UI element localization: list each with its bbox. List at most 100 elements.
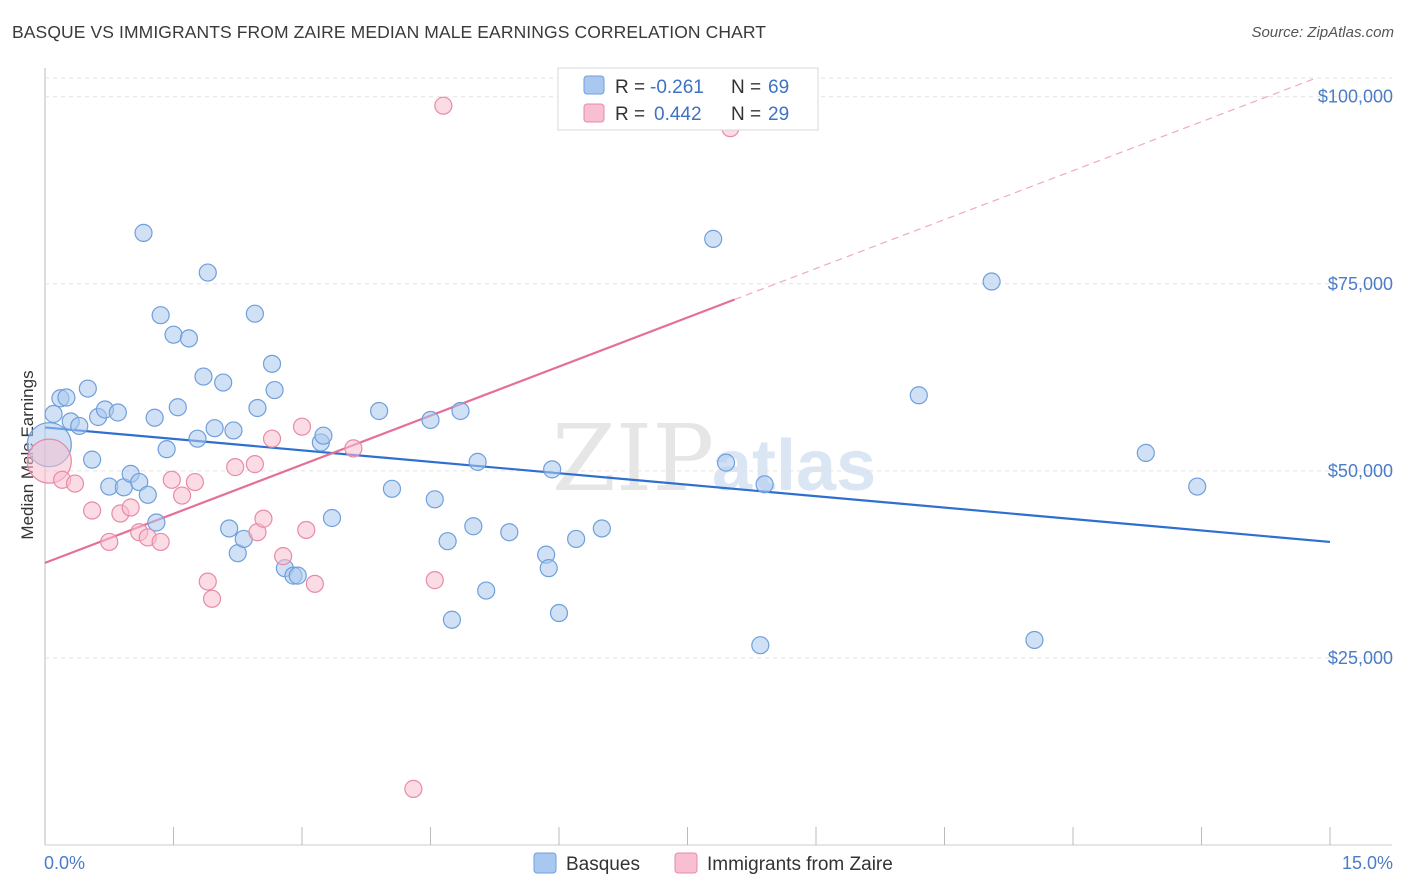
point-basques-34 bbox=[248, 398, 267, 418]
legend-n-label-1: N = bbox=[731, 77, 761, 98]
point-zaire-16 bbox=[245, 455, 264, 474]
point-basques-29 bbox=[220, 519, 239, 538]
x-ticks bbox=[173, 827, 1331, 845]
point-basques-55 bbox=[539, 559, 558, 578]
point-basques-11 bbox=[108, 403, 127, 422]
point-basques-45 bbox=[421, 410, 440, 430]
point-basques-15 bbox=[134, 223, 153, 242]
y-axis-label: Median Male Earnings bbox=[18, 370, 37, 539]
legend-n-value-1: 69 bbox=[768, 77, 789, 98]
point-basques-3 bbox=[57, 388, 76, 407]
legend-swatch-basques bbox=[583, 75, 605, 95]
gridlines bbox=[45, 77, 1392, 659]
trend-line-zaire-extension bbox=[734, 77, 1317, 301]
chart-source: Source: ZipAtlas.com bbox=[1251, 24, 1394, 41]
point-basques-58 bbox=[567, 529, 586, 549]
point-basques-19 bbox=[151, 306, 170, 325]
point-zaire-25 bbox=[404, 779, 423, 798]
point-basques-41 bbox=[314, 426, 333, 445]
x-tick-label-left: 0.0% bbox=[44, 853, 85, 873]
point-basques-59 bbox=[592, 519, 611, 538]
point-basques-21 bbox=[164, 325, 183, 344]
point-basques-50 bbox=[464, 517, 483, 536]
point-zaire-2 bbox=[65, 474, 85, 493]
point-basques-52 bbox=[477, 581, 496, 600]
x-tick-label-right: 15.0% bbox=[1342, 853, 1393, 873]
point-basques-68 bbox=[1188, 477, 1207, 496]
point-zaire-13 bbox=[198, 572, 217, 591]
y-tick-label-3: $100,000 bbox=[1318, 87, 1393, 107]
point-basques-39 bbox=[288, 566, 307, 585]
legend-r-value-2: 0.442 bbox=[654, 104, 702, 125]
point-basques-20 bbox=[157, 440, 176, 459]
point-basques-65 bbox=[982, 272, 1001, 291]
point-basques-25 bbox=[194, 367, 213, 386]
legend-n-value-2: 29 bbox=[768, 104, 789, 125]
point-basques-49 bbox=[451, 401, 470, 421]
point-basques-18 bbox=[147, 513, 166, 532]
point-zaire-9 bbox=[151, 532, 170, 552]
point-basques-36 bbox=[265, 380, 284, 400]
point-basques-66 bbox=[1025, 630, 1044, 650]
point-basques-16 bbox=[138, 485, 157, 504]
point-basques-60 bbox=[704, 229, 723, 248]
watermark-zip: ZIP bbox=[552, 405, 714, 512]
point-basques-56 bbox=[543, 460, 562, 479]
point-basques-62 bbox=[751, 636, 770, 655]
point-zaire-23 bbox=[305, 574, 324, 593]
point-zaire-14 bbox=[202, 589, 222, 608]
y-tick-labels: $25,000 $50,000 $75,000 $100,000 bbox=[1318, 87, 1393, 668]
chart-title: BASQUE VS IMMIGRANTS FROM ZAIRE MEDIAN M… bbox=[12, 22, 767, 42]
point-basques-1 bbox=[44, 404, 63, 424]
point-basques-48 bbox=[442, 610, 462, 629]
point-zaire-27 bbox=[434, 96, 453, 115]
point-basques-14 bbox=[130, 472, 149, 492]
legend-r-label-1: R = bbox=[615, 77, 645, 98]
y-tick-label-0: $25,000 bbox=[1328, 648, 1393, 668]
point-basques-26 bbox=[198, 263, 217, 282]
bottom-legend-basques: Basques bbox=[566, 854, 640, 875]
watermark: ZIP atlas bbox=[552, 405, 876, 512]
bottom-legend-swatch-basques bbox=[533, 852, 557, 874]
point-basques-47 bbox=[438, 532, 457, 551]
point-basques-30 bbox=[224, 421, 243, 440]
point-basques-17 bbox=[145, 408, 164, 427]
point-zaire-6 bbox=[121, 498, 140, 517]
point-zaire-24 bbox=[344, 439, 363, 458]
point-zaire-26 bbox=[425, 571, 444, 590]
bottom-legend-zaire: Immigrants from Zaire bbox=[707, 854, 893, 875]
point-zaire-18 bbox=[254, 509, 273, 528]
legend-r-label-2: R = bbox=[615, 104, 645, 125]
point-basques-27 bbox=[205, 419, 224, 438]
watermark-atlas: atlas bbox=[712, 426, 876, 506]
point-zaire-22 bbox=[297, 520, 316, 540]
legend-n-label-2: N = bbox=[731, 104, 761, 125]
point-basques-28 bbox=[214, 373, 233, 392]
point-zaire-10 bbox=[162, 470, 181, 489]
point-basques-23 bbox=[179, 329, 199, 348]
point-basques-63 bbox=[755, 475, 774, 494]
point-zaire-4 bbox=[100, 532, 119, 552]
y-tick-label-1: $50,000 bbox=[1328, 461, 1393, 481]
point-basques-57 bbox=[549, 603, 569, 623]
point-basques-6 bbox=[78, 379, 97, 398]
point-zaire-15 bbox=[226, 458, 245, 477]
point-basques-51 bbox=[468, 452, 487, 471]
bottom-legend: Basques Immigrants from Zaire bbox=[533, 852, 893, 875]
point-basques-43 bbox=[370, 401, 389, 421]
legend-r-value-1: -0.261 bbox=[650, 77, 704, 98]
point-zaire-20 bbox=[274, 547, 293, 566]
point-basques-33 bbox=[245, 304, 264, 323]
legend-swatch-zaire bbox=[583, 103, 605, 123]
point-basques-67 bbox=[1136, 443, 1155, 462]
point-basques-5 bbox=[70, 416, 89, 436]
point-zaire-11 bbox=[172, 486, 192, 505]
point-basques-44 bbox=[382, 479, 402, 498]
trend-line-basques bbox=[44, 426, 1331, 544]
data-points bbox=[26, 96, 1207, 798]
point-basques-53 bbox=[500, 523, 519, 542]
point-basques-64 bbox=[909, 386, 928, 405]
point-zaire-12 bbox=[185, 472, 205, 492]
point-basques-22 bbox=[168, 398, 187, 417]
